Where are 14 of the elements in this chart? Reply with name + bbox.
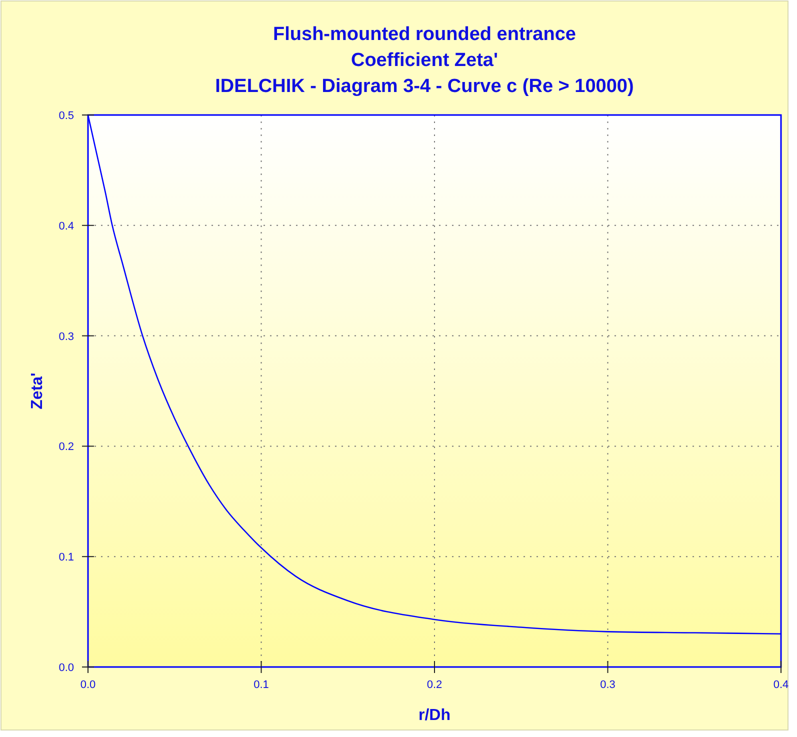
x-tick-label: 0.2 <box>426 679 442 691</box>
x-tick-label: 0.4 <box>773 679 789 691</box>
y-tick-label: 0.5 <box>58 110 74 122</box>
y-tick-label: 0.3 <box>58 330 74 343</box>
x-axis-title: r/Dh <box>418 707 450 724</box>
x-tick-label: 0.3 <box>600 679 616 691</box>
x-tick-label: 0.1 <box>254 679 269 691</box>
y-tick-label: 0.1 <box>58 552 74 564</box>
y-tick-label: 0.0 <box>58 662 74 674</box>
y-tick-label: 0.4 <box>58 220 74 232</box>
y-tick-label: 0.2 <box>58 441 74 454</box>
x-tick-label: 0.0 <box>80 679 96 691</box>
chart-title: Flush-mounted rounded entrance Coefficient Zeta' IDELCHIK - Diagram 3-4 - Curve c (Re > 10000) <box>215 24 634 97</box>
y-axis-title: Zeta' <box>29 372 46 410</box>
